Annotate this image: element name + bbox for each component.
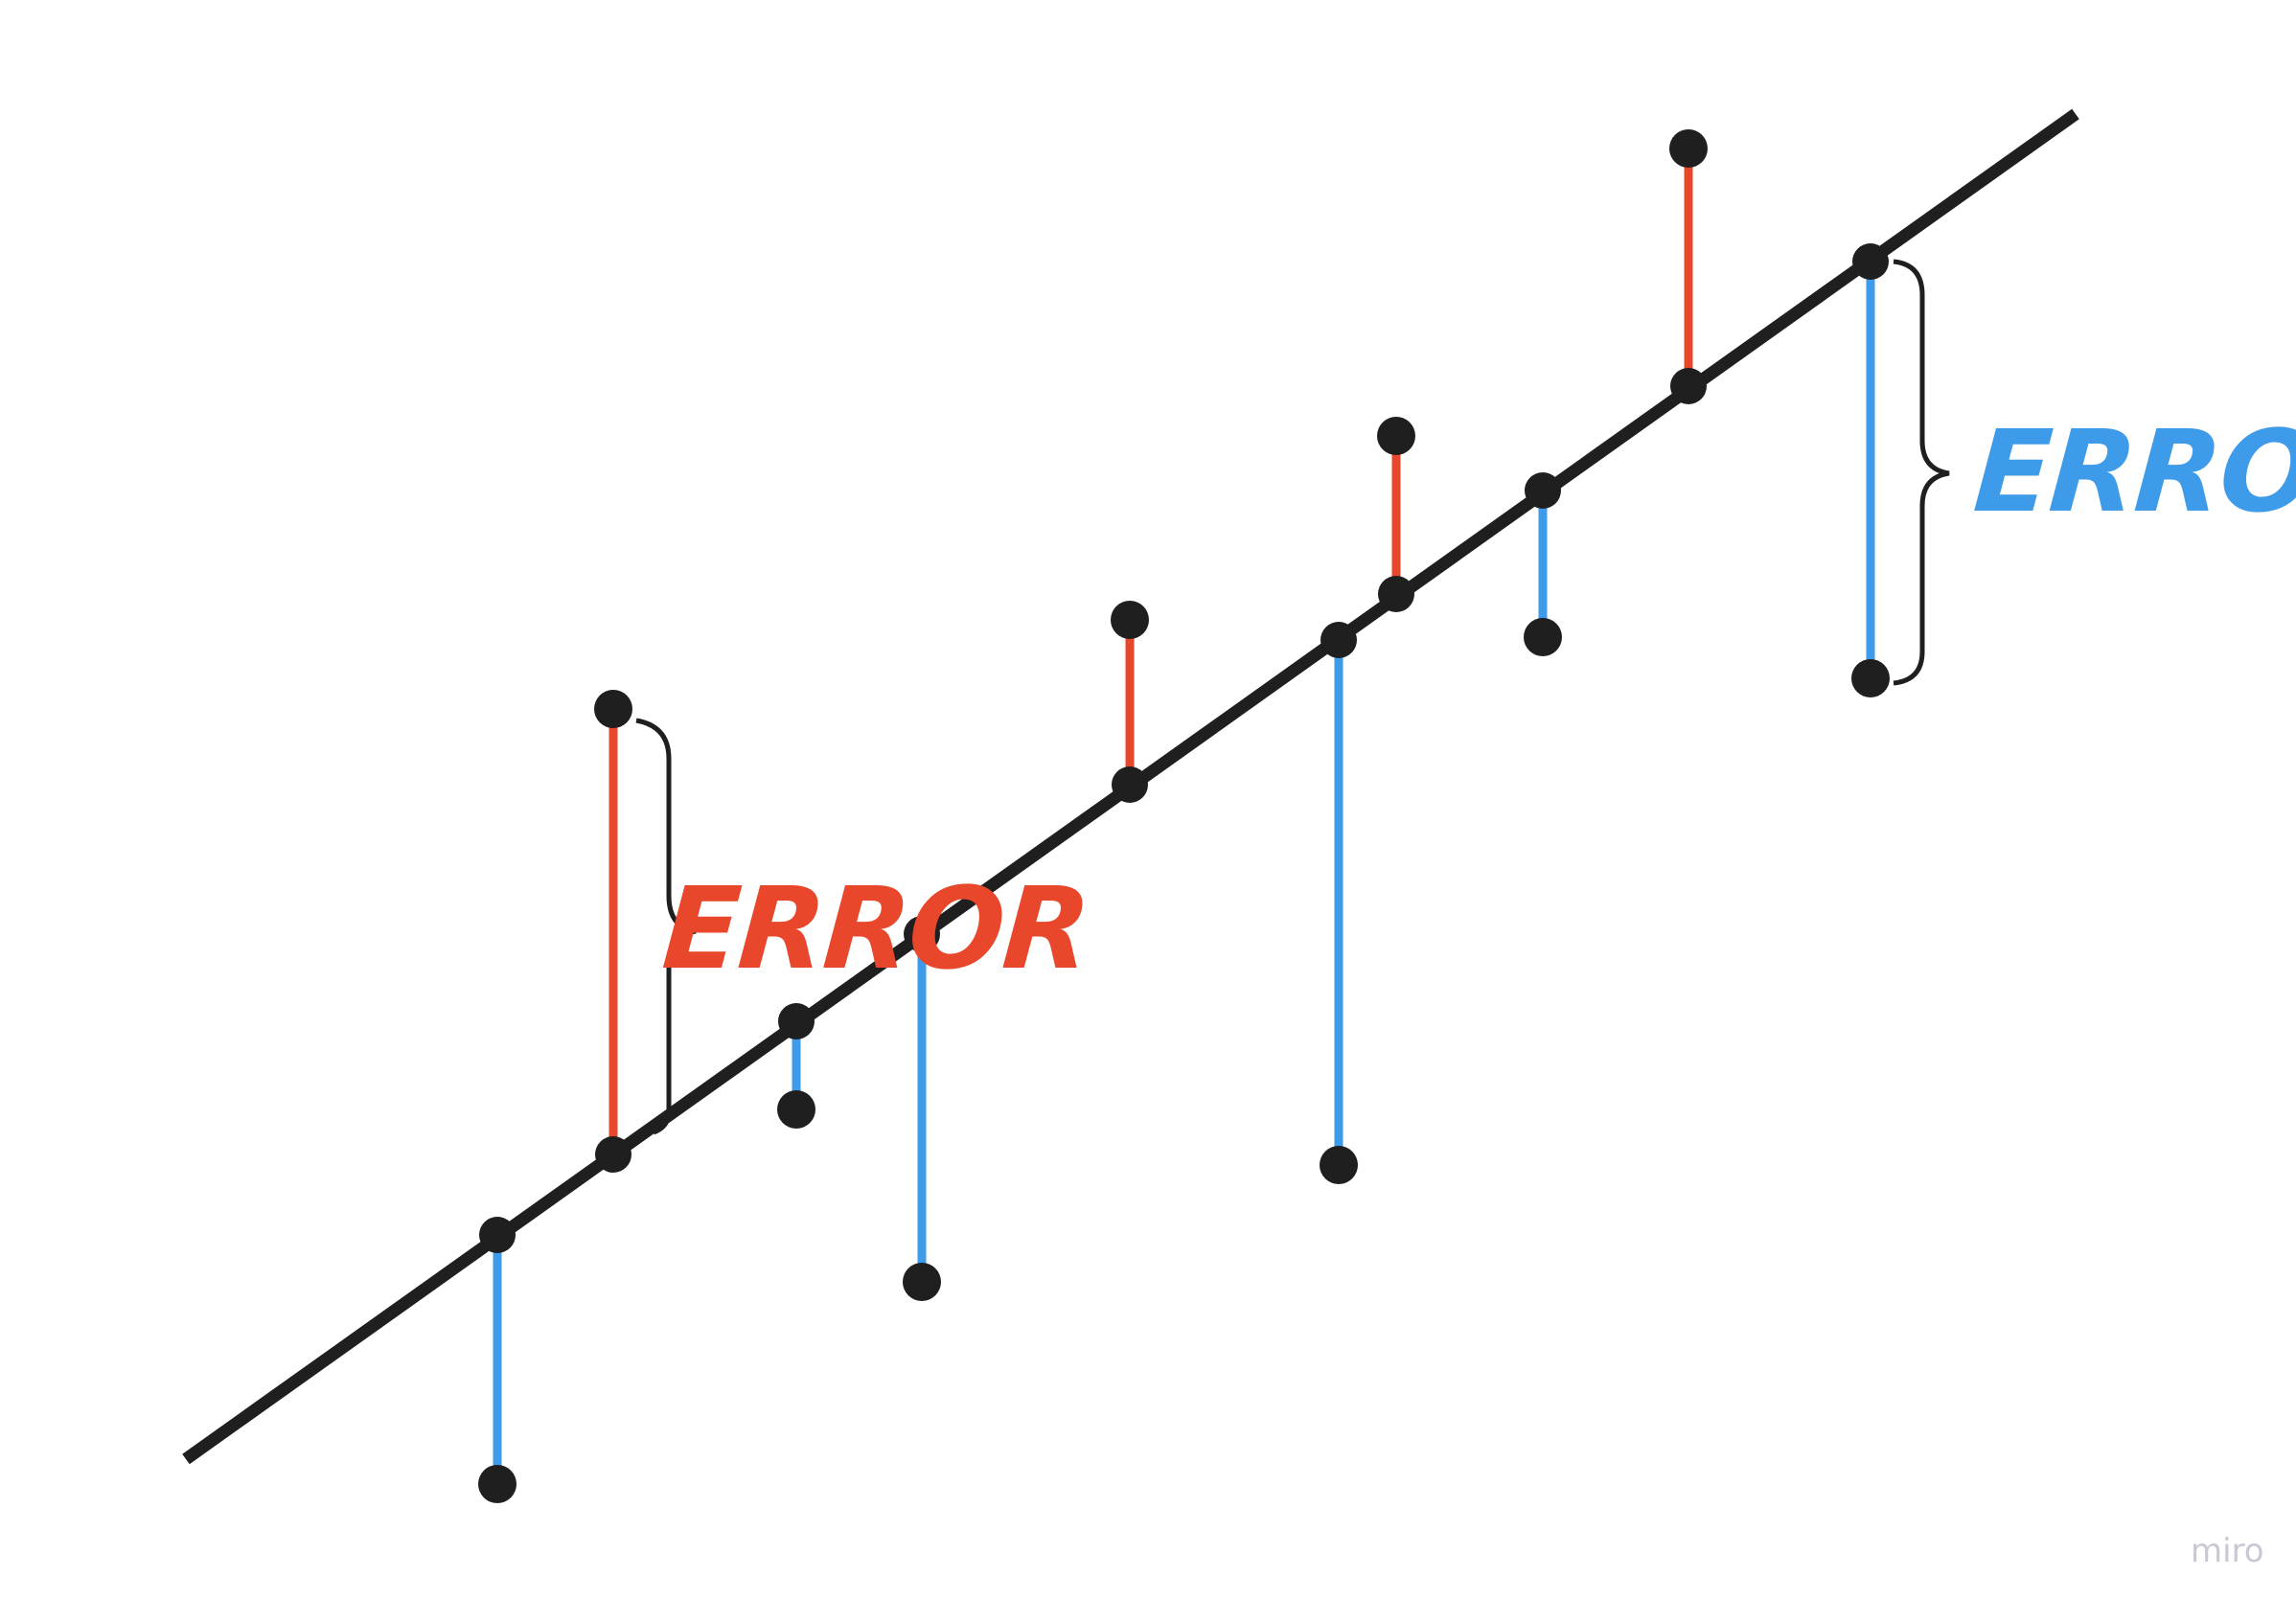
fitted-point bbox=[479, 1217, 516, 1253]
observed-point bbox=[1851, 659, 1890, 697]
observed-point bbox=[478, 1465, 517, 1503]
fitted-point bbox=[1525, 472, 1561, 509]
fitted-point bbox=[1320, 622, 1357, 658]
fitted-point bbox=[595, 1136, 631, 1173]
fitted-point bbox=[1112, 766, 1148, 803]
observed-point bbox=[1377, 417, 1415, 455]
positive-residuals bbox=[608, 148, 1693, 1154]
error-label-left: ERROR bbox=[658, 862, 1092, 994]
fitted-point bbox=[778, 1003, 815, 1039]
miro-watermark: miro bbox=[2191, 1532, 2264, 1570]
fitted-point bbox=[1378, 576, 1414, 612]
observed-point bbox=[777, 1090, 815, 1129]
observed-points bbox=[478, 129, 1890, 1503]
fitted-points bbox=[479, 243, 1889, 1253]
observed-point bbox=[1111, 601, 1149, 639]
observed-point bbox=[903, 1263, 941, 1301]
observed-point bbox=[1669, 129, 1708, 168]
observed-point bbox=[594, 690, 632, 728]
error-label-right: ERROR bbox=[1970, 405, 2296, 537]
fitted-point bbox=[904, 916, 940, 952]
fitted-point bbox=[1670, 368, 1707, 404]
observed-point bbox=[1524, 618, 1562, 656]
fitted-point bbox=[1852, 243, 1889, 280]
brace-left bbox=[635, 718, 697, 1135]
brace-right bbox=[1893, 259, 1950, 686]
negative-residuals bbox=[493, 262, 1875, 1484]
observed-point bbox=[1320, 1146, 1358, 1184]
